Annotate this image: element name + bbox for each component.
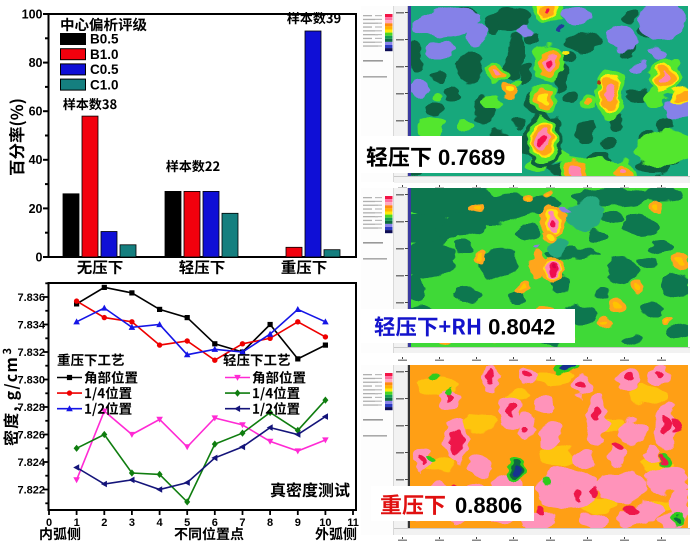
svg-text:1: 1 xyxy=(74,517,80,529)
svg-text:0.7689: 0.7689 xyxy=(438,145,505,170)
svg-text:5: 5 xyxy=(184,517,190,529)
svg-text:0.8042: 0.8042 xyxy=(488,315,555,340)
svg-text:7.830: 7.830 xyxy=(17,375,45,387)
svg-text:7: 7 xyxy=(239,517,245,529)
svg-text:8: 8 xyxy=(267,517,273,529)
svg-text:C1.0: C1.0 xyxy=(90,77,119,92)
svg-text:80: 80 xyxy=(29,56,43,70)
svg-text:7.834: 7.834 xyxy=(17,320,45,332)
svg-text:40: 40 xyxy=(29,153,43,167)
svg-text:9: 9 xyxy=(295,517,301,529)
svg-text:B1.0: B1.0 xyxy=(90,47,119,62)
svg-text:7.836: 7.836 xyxy=(17,292,45,304)
svg-text:6: 6 xyxy=(212,517,218,529)
svg-text:0: 0 xyxy=(46,517,52,529)
svg-text:2: 2 xyxy=(101,517,107,529)
svg-text:4: 4 xyxy=(156,517,163,529)
svg-text:10: 10 xyxy=(319,517,331,529)
svg-text:7.832: 7.832 xyxy=(17,347,45,359)
svg-text:7.824: 7.824 xyxy=(17,457,45,469)
svg-text:3: 3 xyxy=(129,517,135,529)
svg-text:100: 100 xyxy=(22,7,43,21)
svg-text:B0.5: B0.5 xyxy=(90,32,119,47)
svg-text:7.828: 7.828 xyxy=(17,402,45,414)
svg-text:0: 0 xyxy=(36,250,43,264)
svg-text:C0.5: C0.5 xyxy=(90,62,119,77)
svg-text:0.8806: 0.8806 xyxy=(455,493,522,518)
svg-text:7.826: 7.826 xyxy=(17,430,45,442)
svg-text:11: 11 xyxy=(347,517,359,529)
svg-text:20: 20 xyxy=(29,202,43,216)
svg-text:60: 60 xyxy=(29,105,43,119)
svg-text:7.822: 7.822 xyxy=(17,485,45,497)
